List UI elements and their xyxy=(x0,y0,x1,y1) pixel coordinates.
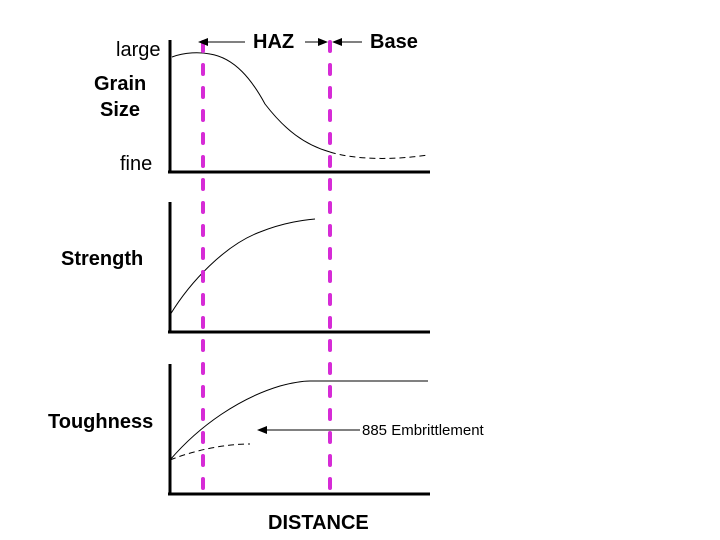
grain-size-label-line1: Grain xyxy=(94,73,146,95)
haz-label: HAZ xyxy=(253,31,294,53)
arrow-left-icon xyxy=(257,426,267,434)
toughness-label: Toughness xyxy=(48,411,153,433)
grain-size-axes xyxy=(168,40,430,174)
toughness-axes xyxy=(168,364,430,496)
strength-axes xyxy=(168,202,430,334)
strength-label: Strength xyxy=(61,248,143,270)
embrittlement-arrow xyxy=(257,426,360,434)
strength-curve xyxy=(169,218,316,316)
grain-size-curve-tail xyxy=(329,151,429,159)
toughness-curve xyxy=(169,380,311,461)
base-label: Base xyxy=(370,31,418,53)
distance-axis-label: DISTANCE xyxy=(268,512,369,534)
arrow-left-icon xyxy=(198,38,208,46)
base-arrow xyxy=(332,38,362,46)
embrittled-toughness-curve xyxy=(169,443,251,461)
arrow-left-icon xyxy=(332,38,342,46)
embrittlement-label: 885 Embrittlement xyxy=(362,422,485,439)
fine-label: fine xyxy=(120,153,152,175)
grain-size-curve xyxy=(171,52,331,153)
large-label: large xyxy=(116,39,160,61)
grain-size-label-line2: Size xyxy=(100,99,140,121)
haz-arrow xyxy=(198,38,328,46)
arrow-right-icon xyxy=(318,38,328,46)
